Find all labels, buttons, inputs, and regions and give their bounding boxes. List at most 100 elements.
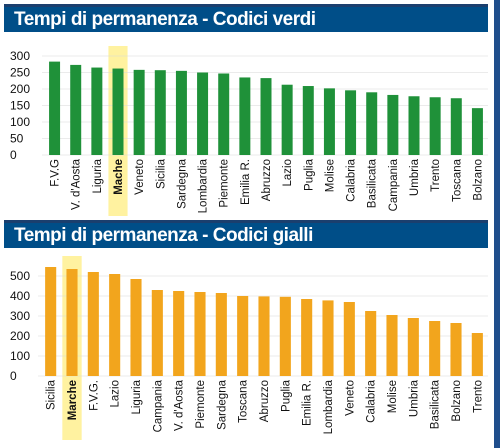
x-tick-label: Sicilia [155, 158, 167, 189]
bar [302, 86, 314, 155]
bar [87, 272, 99, 376]
x-tick-label: Emilia R. [302, 380, 314, 426]
x-tick-label: Lazio [110, 380, 122, 408]
y-tick-label: 500 [10, 269, 30, 283]
x-tick-label: Toscana [238, 379, 250, 422]
y-tick-label: 0 [10, 148, 17, 162]
y-tick-label: 250 [10, 66, 30, 80]
y-tick-label: 100 [10, 115, 30, 129]
bar [429, 97, 441, 155]
x-tick-label: Basilicata [367, 158, 379, 208]
green-codes-chart: 0 50 100 150 200 250 300 F.V.G V. d'Aosta Liguria… [10, 46, 488, 216]
x-tick-label: F.V.G. [88, 380, 100, 411]
chart-panel-green: Tempi di permanenza - Codici verdi 0 50 10… [4, 4, 488, 218]
bar [91, 67, 103, 155]
bar [301, 299, 313, 376]
x-tick-label: Bolzano [472, 159, 484, 201]
y-tick-label: 300 [10, 309, 30, 323]
x-tick-label: Puglia [280, 379, 292, 412]
x-tick-label: Puglia [303, 158, 315, 191]
x-tick-label: V. d'Aosta [71, 158, 83, 210]
x-tick-label: Lombardia [323, 379, 335, 434]
x-tick-label: Trento [430, 159, 442, 192]
x-tick-label: F.V.G [50, 159, 62, 187]
x-tick-label: Trento [472, 380, 484, 413]
y-tick-label: 400 [10, 289, 30, 303]
x-tick-label: Piemonte [219, 159, 231, 208]
bar [260, 78, 272, 155]
x-tick-label: Sicilia [46, 379, 58, 410]
bar [281, 84, 293, 155]
x-tick-label: Emilia R. [240, 159, 252, 205]
x-tick-label: Calabria [346, 158, 358, 201]
bar [471, 108, 483, 155]
bar [133, 69, 145, 155]
bar [109, 274, 121, 376]
x-tick-label: Veneto [344, 380, 356, 416]
bar [343, 302, 355, 376]
bar [70, 64, 82, 155]
bar [45, 267, 57, 376]
x-tick-label: Calabria [366, 379, 378, 422]
bar [175, 70, 187, 155]
bar [471, 333, 483, 376]
bar [450, 323, 462, 376]
x-tick-label: Lombardia [198, 158, 210, 213]
bar [323, 88, 335, 155]
bar [450, 98, 462, 155]
x-tick-label: Lazio [282, 159, 294, 187]
bar [408, 96, 420, 155]
x-tick-label: Liguria [131, 379, 143, 414]
bar [112, 68, 124, 155]
chart-title: Tempi di permanenza - Codici gialli [14, 225, 313, 246]
x-tick-label: Campania [388, 158, 400, 211]
bar [345, 90, 357, 155]
bar [66, 269, 78, 376]
y-tick-label: 0 [10, 369, 17, 383]
bar [218, 73, 230, 155]
x-tick-label: Marche [67, 380, 79, 420]
x-tick-label: Sardegna [176, 158, 188, 208]
x-tick-label: Umbria [409, 158, 421, 196]
x-tick-label: Toscana [451, 158, 463, 201]
bar [387, 94, 399, 155]
bar [386, 315, 398, 376]
x-tick-label: Molise [387, 380, 399, 413]
x-tick-label: Molise [324, 159, 336, 192]
x-tick-label: Liguria [92, 158, 104, 193]
chart-title: Tempi di permanenza - Codici verdi [14, 9, 316, 30]
x-tick-label: V. d'Aosta [174, 379, 186, 431]
y-tick-label: 100 [10, 349, 30, 363]
bar [279, 296, 291, 376]
x-tick-label: Umbria [408, 379, 420, 417]
bar [365, 311, 377, 376]
chart-title-bar: Tempi di permanenza - Codici gialli [4, 220, 488, 248]
y-tick-label: 150 [10, 99, 30, 113]
x-tick-label: Veneto [134, 159, 146, 195]
bar [215, 293, 227, 376]
y-tick-label: 200 [10, 329, 30, 343]
bar [429, 321, 441, 376]
x-tick-label: Abruzzo [261, 159, 273, 201]
x-tick-label: Abruzzo [259, 380, 271, 422]
y-tick-label: 200 [10, 82, 30, 96]
x-tick-label: Campania [152, 379, 164, 432]
yellow-codes-chart: 0 100 200 300 400 500 Sicilia Marche F.V.G. Lazio… [10, 256, 488, 440]
chart-panel-yellow: Tempi di permanenza - Codici gialli 0 100… [4, 220, 488, 442]
x-tick-label: Sardegna [216, 379, 228, 429]
bar [239, 77, 251, 155]
chart-title-bar: Tempi di permanenza - Codici verdi [4, 4, 488, 32]
x-tick-label: Bolzano [451, 380, 463, 422]
y-tick-label: 300 [10, 49, 30, 63]
bar [173, 291, 185, 376]
bar [237, 296, 249, 376]
bar [322, 300, 334, 376]
bar [366, 92, 378, 155]
bar [407, 318, 419, 376]
bar [197, 72, 209, 155]
bar [151, 290, 163, 376]
y-tick-label: 50 [10, 132, 24, 146]
x-tick-label: Mache [113, 159, 125, 195]
x-tick-label: Piemonte [195, 380, 207, 429]
